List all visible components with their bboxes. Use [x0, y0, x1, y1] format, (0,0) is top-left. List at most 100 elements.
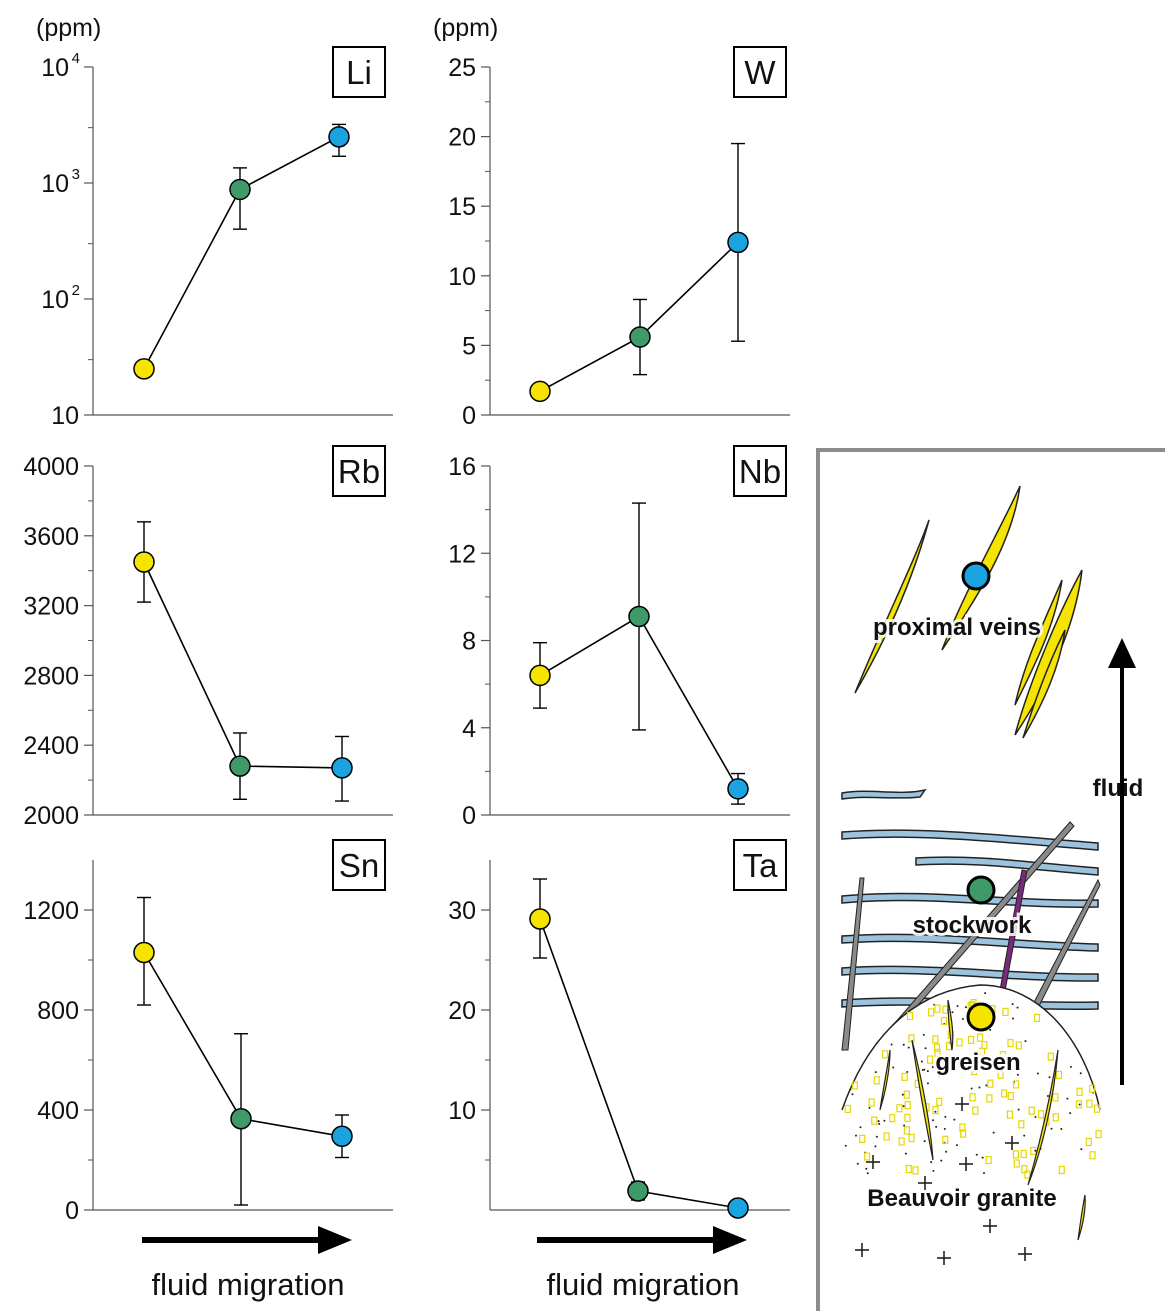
- greisen-dot: [945, 1150, 948, 1153]
- greisen-crystal: [1089, 1151, 1096, 1160]
- greisen-dot: [865, 1167, 868, 1170]
- point-proximal: [331, 757, 353, 779]
- x-arrow-label-right: fluid migration: [547, 1267, 740, 1302]
- tick-label: 10: [41, 54, 69, 82]
- tick-label: 12: [448, 540, 476, 568]
- greisen-crystal: [1012, 1150, 1019, 1159]
- vein-blue: [841, 892, 1099, 908]
- greisen-crystal: [873, 1076, 880, 1085]
- tick-label-exponent: 3: [72, 166, 80, 183]
- tick-label: 25: [448, 54, 476, 82]
- marker-greisen: [966, 1002, 996, 1032]
- vein-yellow: [854, 519, 930, 694]
- greisen-crystal: [904, 1100, 911, 1110]
- greisen-dot: [1080, 1148, 1083, 1151]
- greisen-crystal: [1093, 1104, 1101, 1113]
- greisen-crystal: [859, 1134, 866, 1143]
- greisen-crystal: [1013, 1159, 1020, 1168]
- point-proximal: [331, 1125, 353, 1147]
- greisen-crystal: [1005, 1057, 1012, 1067]
- stockwork-label: stockwork: [913, 912, 1032, 939]
- greisen-dot: [874, 1071, 877, 1074]
- greisen-dot: [1066, 1097, 1069, 1100]
- tick-label: 10: [448, 263, 476, 291]
- element-label: Nb: [739, 453, 781, 490]
- vein-yellow: [947, 999, 954, 1051]
- greisen-dot: [975, 1153, 978, 1156]
- element-box: [733, 445, 787, 497]
- vein-yellow: [879, 1049, 891, 1111]
- tick-label: 2400: [23, 732, 79, 760]
- greisen-crystal: [1085, 1137, 1092, 1147]
- marker-stockwork: [966, 875, 996, 905]
- greisen-dot: [859, 1126, 862, 1129]
- series-line: [143, 136, 340, 370]
- element-label: Li: [346, 54, 372, 91]
- greisen-crystal: [1037, 1110, 1045, 1119]
- greisen-crystal: [956, 1038, 963, 1047]
- point-greisen: [529, 664, 551, 687]
- greisen-crystal: [934, 1004, 941, 1013]
- element-label: Rb: [338, 453, 380, 490]
- tick-label: 16: [448, 453, 476, 481]
- tick-label: 4: [462, 715, 476, 743]
- vein-yellow: [911, 1039, 934, 1161]
- element-box: [332, 445, 386, 497]
- greisen-dot: [890, 1043, 893, 1046]
- greisen-dot: [964, 1006, 967, 1009]
- greisen-dot: [855, 1134, 858, 1137]
- greisen-dot: [904, 1152, 907, 1155]
- greisen-crystal: [1001, 1089, 1008, 1098]
- geology-diagram: fluid proximal veins stockwork greisen B…: [816, 448, 1165, 1311]
- diagram-frame: [816, 448, 1165, 1311]
- greisen-dot: [1069, 1065, 1072, 1068]
- tick-label: 4000: [23, 453, 79, 481]
- greisen-dot: [970, 1087, 973, 1090]
- greisen-crystal: [974, 1050, 981, 1059]
- greisen-crystal: [932, 1035, 939, 1044]
- greisen-crystal: [864, 1152, 871, 1161]
- greisen-crystal: [898, 1137, 905, 1146]
- greisen-dot: [944, 1115, 947, 1118]
- greisen-dot: [1078, 1103, 1081, 1106]
- point-stockwork: [229, 178, 251, 201]
- chart-sn: 0 400 800 1200 Sn: [23, 839, 393, 1225]
- greisen-dot: [922, 1033, 925, 1036]
- greisen-crystal: [904, 1113, 911, 1122]
- greisen-crystal: [906, 1011, 914, 1021]
- greisen-dot: [856, 1162, 859, 1165]
- greisen-dot: [935, 1125, 938, 1128]
- greisen-dot: [932, 1169, 935, 1172]
- greisen-dot: [875, 1135, 878, 1138]
- greisen-texture: [844, 992, 1102, 1179]
- greisen-dot: [851, 1093, 854, 1096]
- greisen-dot: [1050, 1127, 1053, 1130]
- greisen-dot: [1046, 1094, 1049, 1097]
- tick-label: 3600: [23, 523, 79, 551]
- greisen-crystal: [936, 1097, 943, 1106]
- greisen-crystal: [1089, 1084, 1096, 1093]
- greisen-dot: [902, 1043, 905, 1046]
- marker-proximal: [961, 561, 991, 591]
- tick-label-exponent: 2: [72, 282, 80, 299]
- tick-label: 10: [41, 286, 69, 314]
- element-box: [733, 46, 787, 98]
- greisen-crystal: [1028, 1106, 1035, 1115]
- greisen-crystal: [912, 1166, 919, 1175]
- series-line: [539, 918, 739, 1209]
- element-box: [332, 46, 386, 98]
- greisen-dot: [951, 1011, 954, 1014]
- greisen-crystal: [926, 1055, 934, 1064]
- greisen-dot: [923, 1068, 926, 1071]
- greisen-dot: [953, 1118, 956, 1121]
- greisen-dome: [841, 984, 1102, 1241]
- proximal-veins-group: [854, 485, 1083, 739]
- greisen-crystal: [972, 1106, 979, 1115]
- greisen-crystal: [1021, 1165, 1028, 1174]
- element-label: Ta: [743, 847, 779, 884]
- greisen-dot: [902, 1105, 905, 1108]
- tick-label: 0: [462, 802, 476, 830]
- greisen-crystal: [881, 1050, 889, 1059]
